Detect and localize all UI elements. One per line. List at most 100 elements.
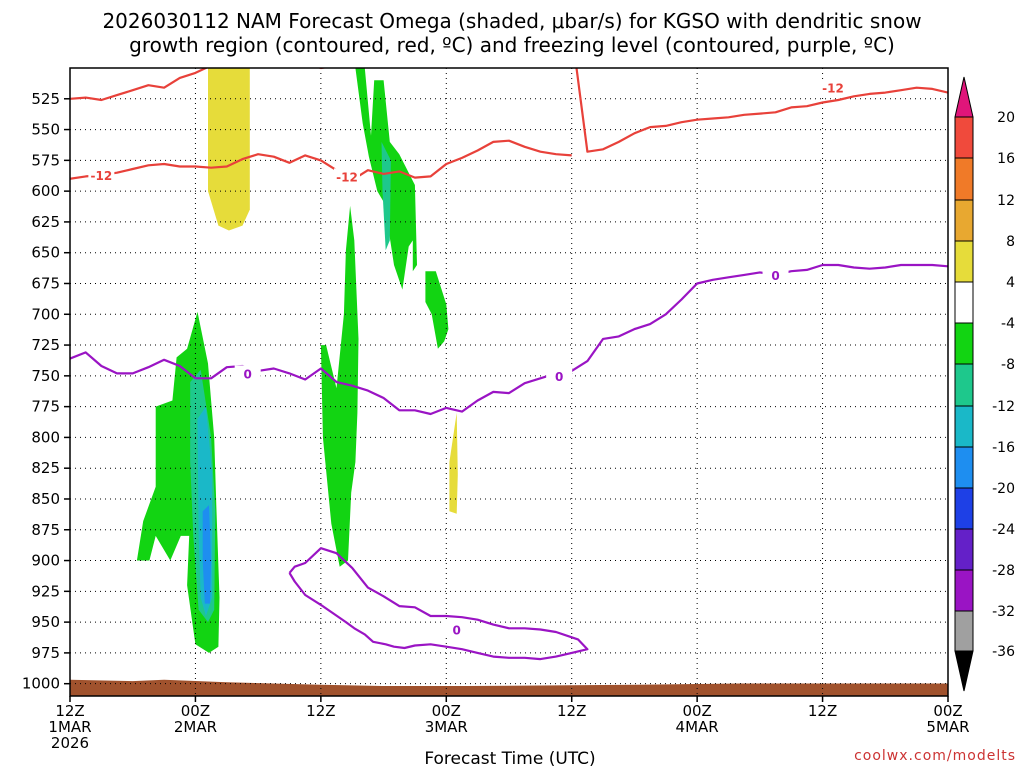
x-tick-label: 00Z	[682, 702, 711, 720]
x-tick-label: 12Z	[557, 702, 586, 720]
contour--12c-lower-contour	[70, 139, 572, 182]
y-tick-label: 925	[31, 582, 60, 600]
y-tick-label: 600	[31, 182, 60, 200]
colorbar-label: -36	[992, 644, 1015, 660]
contour-label: 0	[771, 269, 779, 283]
colorbar-segment	[954, 157, 974, 201]
y-tick-label: 650	[31, 244, 60, 262]
contour-0c-freezing-level-upper	[70, 263, 948, 416]
contour-label-bg	[333, 168, 360, 184]
omega-area-rising-motion-strongest-2mar	[202, 505, 212, 604]
y-tick-label: 1000	[22, 675, 60, 693]
colorbar-label: -28	[992, 563, 1015, 579]
colorbar-label: 20	[997, 110, 1015, 126]
colorbar-label: -4	[1001, 316, 1015, 332]
colorbar-label: 12	[997, 193, 1015, 209]
contour-label-bg	[820, 79, 847, 95]
contour-label-bg	[762, 266, 789, 282]
colorbar-segment	[954, 528, 974, 571]
chart-title-line-1: 2026030112 NAM Forecast Omega (shaded, μ…	[102, 9, 921, 33]
y-tick-label: 975	[31, 644, 60, 662]
colorbar-label: 4	[1006, 275, 1015, 291]
x-tick-label: 00Z	[432, 702, 461, 720]
y-tick-label: 950	[31, 613, 60, 631]
y-tick-label: 875	[31, 521, 60, 539]
contour-label: -12	[91, 169, 113, 183]
colorbar-label: 16	[997, 151, 1015, 167]
colorbar-segment	[954, 487, 974, 530]
colorbar-segment	[954, 116, 974, 159]
contour-0c-freezing-level-lower-loop	[288, 547, 589, 661]
y-tick-label: 850	[31, 490, 60, 508]
x-tick-label: 1MAR	[48, 718, 91, 736]
colorbar-segment	[954, 363, 974, 407]
y-tick-label: 725	[31, 336, 60, 354]
colorbar-legend: 20 16 12 8 4 -4 -8 -12 -16 -20 -24 -28 -32 -36	[954, 76, 1015, 692]
y-tick-label: 625	[31, 213, 60, 231]
colorbar-label: -20	[992, 481, 1015, 497]
contour-lines: -12 -12 -12 0 0 0 0	[70, 68, 948, 661]
contour-label: 0	[244, 367, 252, 381]
contour-label: -12	[822, 82, 844, 96]
y-tick-label: 775	[31, 398, 60, 416]
y-tick-label: 800	[31, 428, 60, 446]
y-tick-label: 575	[31, 151, 60, 169]
x-tick-label: 3MAR	[425, 718, 468, 736]
x-tick-label: 2026	[51, 734, 89, 752]
y-tick-label: 900	[31, 552, 60, 570]
contour-label-bg	[234, 365, 261, 381]
colorbar-label: 8	[1006, 234, 1015, 250]
colorbar-label: -16	[992, 440, 1015, 456]
x-tick-label: 4MAR	[676, 718, 719, 736]
contour-label: -12	[336, 170, 358, 184]
x-tick-label: 12Z	[55, 702, 84, 720]
colorbar-segment	[954, 281, 974, 324]
y-tick-label: 525	[31, 90, 60, 108]
colorbar-label: -8	[1001, 357, 1015, 373]
x-tick-label: 00Z	[933, 702, 962, 720]
credit-watermark: coolwx.com/modelts	[854, 748, 1016, 764]
y-tick-label: 700	[31, 305, 60, 323]
colorbar-segment	[954, 446, 974, 489]
colorbar-label: -12	[992, 399, 1015, 415]
x-tick-label: 5MAR	[926, 718, 969, 736]
colorbar-segment	[954, 322, 974, 365]
y-tick-label: 675	[31, 274, 60, 292]
contour-label-bg	[443, 621, 470, 637]
contour-label: 0	[453, 624, 461, 638]
contour-label: 0	[555, 370, 563, 384]
omega-area-rising-motion-2mar-22z	[425, 271, 449, 349]
omega-area-sinking-motion-3mar	[449, 412, 458, 514]
axes: 525 550 575 600 625 650 675 700 725 750 775 800 825 8…	[22, 67, 970, 752]
colorbar-segment	[954, 610, 974, 652]
x-axis-label: Forecast Time (UTC)	[424, 749, 595, 768]
colorbar-label: -24	[992, 522, 1015, 538]
omega-shading	[136, 68, 458, 653]
colorbar-segment	[954, 199, 974, 242]
colorbar-under-triangle	[954, 650, 974, 692]
colorbar-segment	[954, 405, 974, 448]
plot-area: -12 -12 -12 0 0 0 0	[70, 68, 948, 696]
chart-title-line-2: growth region (contoured, red, ºC) and f…	[129, 33, 895, 57]
plot-frame	[69, 67, 949, 697]
contour-label-bg	[88, 167, 115, 183]
omega-area-rising-motion-2mar-12z	[320, 205, 359, 567]
contour-label-bg	[546, 367, 573, 383]
y-tick-label: 550	[31, 121, 60, 139]
terrain-ground	[70, 679, 948, 696]
colorbar-label: -32	[992, 604, 1015, 620]
colorbar-segment	[954, 240, 974, 283]
x-tick-label: 2MAR	[174, 718, 217, 736]
y-tick-label: 825	[31, 459, 60, 477]
colorbar-over-triangle	[954, 76, 974, 118]
colorbar-segment	[954, 569, 974, 612]
omega-area-rising-motion-2mar-18z-strong	[381, 141, 391, 251]
x-tick-label: 00Z	[181, 702, 210, 720]
x-tick-label: 12Z	[306, 702, 335, 720]
terrain-layer	[70, 679, 948, 696]
y-tick-label: 750	[31, 367, 60, 385]
x-tick-label: 12Z	[808, 702, 837, 720]
contour--12c-upper-contour	[70, 68, 948, 153]
